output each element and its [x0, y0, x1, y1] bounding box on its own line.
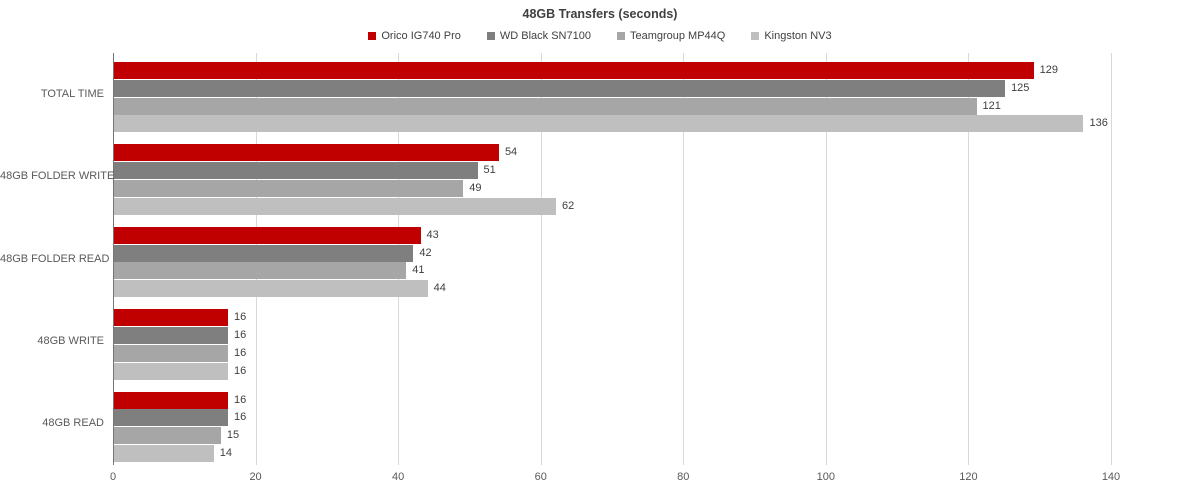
bar [114, 391, 229, 409]
bar [114, 197, 556, 215]
legend-marker-icon [368, 32, 377, 40]
bar-value-label: 54 [504, 146, 518, 159]
bar-value-label: 14 [219, 447, 233, 459]
tick-label: 40 [392, 471, 405, 483]
bar [114, 97, 977, 115]
category-label: 48GB READ [42, 417, 104, 430]
bar-value-label: 43 [426, 228, 439, 241]
bar [114, 327, 229, 344]
bar [114, 162, 478, 180]
bar [114, 445, 214, 462]
bar [114, 79, 1006, 97]
bar [114, 427, 221, 445]
bar [114, 344, 229, 362]
bar [114, 280, 428, 298]
bar [114, 362, 229, 380]
tick-label: 20 [249, 471, 262, 483]
bar-value-label: 121 [982, 99, 1001, 112]
bar [114, 244, 414, 262]
bar [114, 144, 499, 162]
legend-label: Orico IG740 Pro [381, 30, 461, 42]
bar-value-label: 16 [234, 346, 247, 359]
gridline [540, 53, 542, 465]
legend-item: Kingston NV3 [751, 30, 832, 42]
tick-label: 140 [1101, 471, 1121, 483]
category-label: 48GB WRITE [37, 334, 104, 347]
bar [114, 115, 1084, 133]
tick-label: 0 [109, 471, 117, 483]
legend-item: Orico IG740 Pro [368, 30, 461, 42]
bar-value-label: 125 [1011, 81, 1030, 94]
bar-value-label: 136 [1089, 117, 1108, 130]
legend-label: Teamgroup MP44Q [629, 30, 726, 42]
category-label: 48GB FOLDER WRITE [0, 170, 115, 183]
legend-marker-icon [616, 32, 625, 40]
bar [114, 409, 229, 427]
tick-label: 100 [816, 471, 836, 483]
bar-value-label: 16 [234, 329, 247, 341]
chart-legend: Orico IG740 Pro WD Black SN7100 Teamgroup … [0, 30, 1200, 42]
gridline [968, 53, 970, 465]
bar-value-label: 42 [419, 246, 432, 259]
bar-value-label: 62 [561, 199, 575, 212]
legend-item: WD Black SN7100 [486, 30, 591, 42]
bar [114, 226, 421, 244]
bar-value-label: 16 [234, 393, 247, 406]
chart-title: 48GB Transfers (seconds) [522, 7, 678, 21]
gridline [683, 53, 685, 465]
legend-item: Teamgroup MP44Q [616, 30, 726, 42]
bar-value-label: 49 [469, 182, 482, 194]
gridline [1111, 53, 1112, 465]
bar-value-label: 44 [433, 282, 446, 295]
gridline [825, 53, 827, 465]
bar [114, 309, 229, 327]
bar [114, 262, 407, 280]
bar [114, 180, 464, 197]
bar-value-label: 16 [234, 411, 247, 424]
legend-label: Kingston NV3 [764, 30, 832, 42]
bar [114, 62, 1034, 79]
bar-value-label: 129 [1039, 64, 1058, 76]
bar-value-label: 16 [234, 311, 247, 324]
y-axis-line [113, 53, 114, 465]
legend-label: WD Black SN7100 [499, 30, 591, 42]
legend-marker-icon [486, 32, 495, 40]
category-label: 48GB FOLDER READ [0, 252, 110, 265]
tick-label: 60 [534, 471, 547, 483]
legend-marker-icon [751, 32, 760, 40]
bar-value-label: 41 [412, 264, 425, 277]
category-label: TOTAL TIME [40, 87, 104, 100]
bar-value-label: 16 [234, 364, 247, 377]
tick-label: 120 [959, 471, 978, 483]
bar-value-label: 15 [226, 429, 240, 442]
tick-label: 80 [677, 471, 690, 483]
bar-value-label: 51 [483, 164, 496, 177]
